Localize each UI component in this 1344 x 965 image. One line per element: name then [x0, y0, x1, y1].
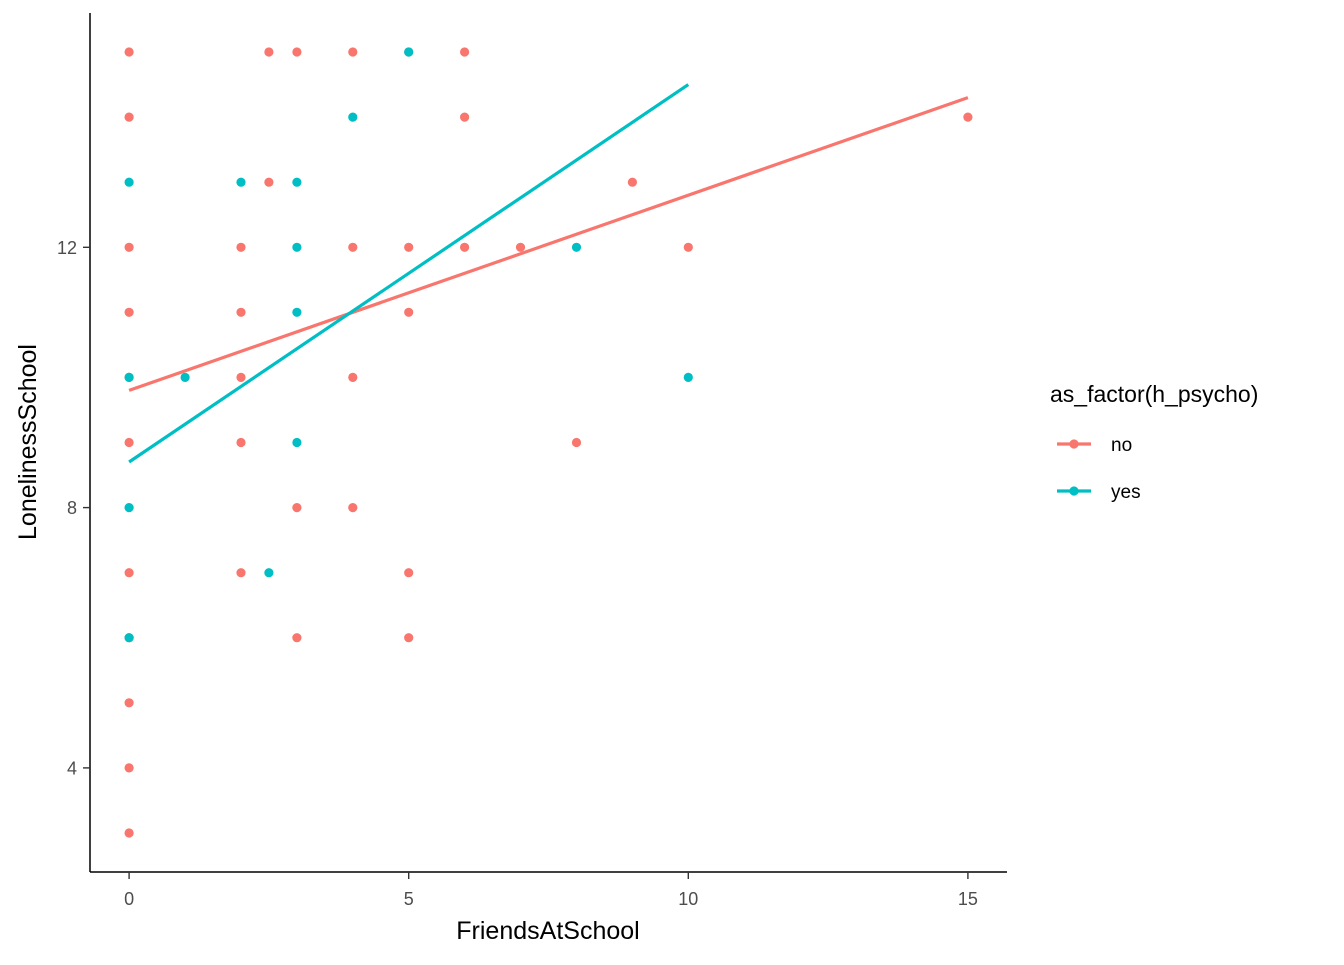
- data-point-yes: [180, 372, 190, 382]
- data-point-no: [124, 47, 134, 57]
- data-point-yes: [236, 177, 246, 187]
- y-tick-label: 8: [67, 498, 77, 518]
- data-point-no: [348, 372, 358, 382]
- data-point-no: [460, 112, 470, 122]
- data-point-no: [124, 112, 134, 122]
- points-layer: [124, 47, 973, 838]
- data-point-yes: [124, 633, 134, 643]
- data-point-yes: [292, 437, 302, 448]
- x-tick-label: 15: [958, 889, 978, 909]
- data-point-no: [292, 503, 302, 513]
- data-point-yes: [292, 177, 302, 187]
- data-point-yes: [124, 372, 134, 382]
- data-point-no: [683, 242, 693, 252]
- x-tick-label: 0: [124, 889, 134, 909]
- data-point-no: [404, 307, 414, 317]
- y-axis-title: LonelinessSchool: [14, 344, 42, 540]
- data-point-yes: [124, 503, 134, 513]
- legend: as_factor(h_psycho) no yes: [1050, 381, 1258, 503]
- data-point-no: [124, 307, 134, 317]
- data-point-no: [348, 503, 358, 513]
- x-tick-label: 10: [678, 889, 698, 909]
- data-point-no: [124, 437, 134, 448]
- data-point-no: [292, 633, 302, 643]
- data-point-no: [460, 242, 470, 252]
- y-ticks: 4 8 12: [57, 238, 90, 778]
- fit-lines-layer: [128, 83, 969, 464]
- data-point-no: [404, 633, 414, 643]
- x-axis-title: FriendsAtSchool: [456, 917, 639, 945]
- fit-line-yes: [128, 83, 690, 464]
- data-point-no: [404, 568, 414, 578]
- data-point-no: [404, 242, 414, 252]
- data-point-no: [236, 242, 246, 252]
- data-point-no: [515, 242, 526, 252]
- data-point-no: [124, 763, 134, 773]
- data-point-no: [571, 437, 582, 448]
- data-point-no: [264, 177, 274, 187]
- data-point-yes: [683, 372, 693, 382]
- x-tick-label: 5: [404, 889, 414, 909]
- legend-key-point-no: [1069, 439, 1079, 449]
- legend-label-yes: yes: [1111, 482, 1141, 503]
- data-point-yes: [292, 242, 302, 252]
- data-point-yes: [264, 568, 274, 578]
- data-point-no: [124, 828, 134, 838]
- legend-key-point-yes: [1069, 486, 1079, 496]
- data-point-no: [460, 47, 470, 57]
- data-point-yes: [404, 47, 414, 57]
- y-tick-label: 4: [67, 758, 77, 778]
- data-point-no: [124, 698, 134, 708]
- data-point-no: [264, 47, 274, 57]
- data-point-no: [236, 372, 246, 382]
- data-point-yes: [571, 242, 582, 252]
- data-point-no: [236, 568, 246, 578]
- legend-items: no yes: [1057, 435, 1141, 503]
- data-point-no: [348, 242, 358, 252]
- legend-label-no: no: [1111, 435, 1132, 456]
- x-ticks: 0 5 10 15: [124, 872, 978, 909]
- data-point-no: [236, 307, 246, 317]
- data-point-no: [627, 177, 638, 187]
- data-point-no: [963, 112, 973, 122]
- fit-line-no: [128, 96, 969, 392]
- data-point-no: [348, 47, 358, 57]
- y-tick-label: 12: [57, 238, 77, 258]
- data-point-no: [124, 242, 134, 252]
- data-point-yes: [292, 307, 302, 317]
- data-point-no: [236, 437, 246, 448]
- data-point-yes: [348, 112, 358, 122]
- data-point-no: [292, 47, 302, 57]
- legend-title: as_factor(h_psycho): [1050, 381, 1258, 407]
- data-point-yes: [124, 177, 134, 187]
- data-point-no: [124, 568, 134, 578]
